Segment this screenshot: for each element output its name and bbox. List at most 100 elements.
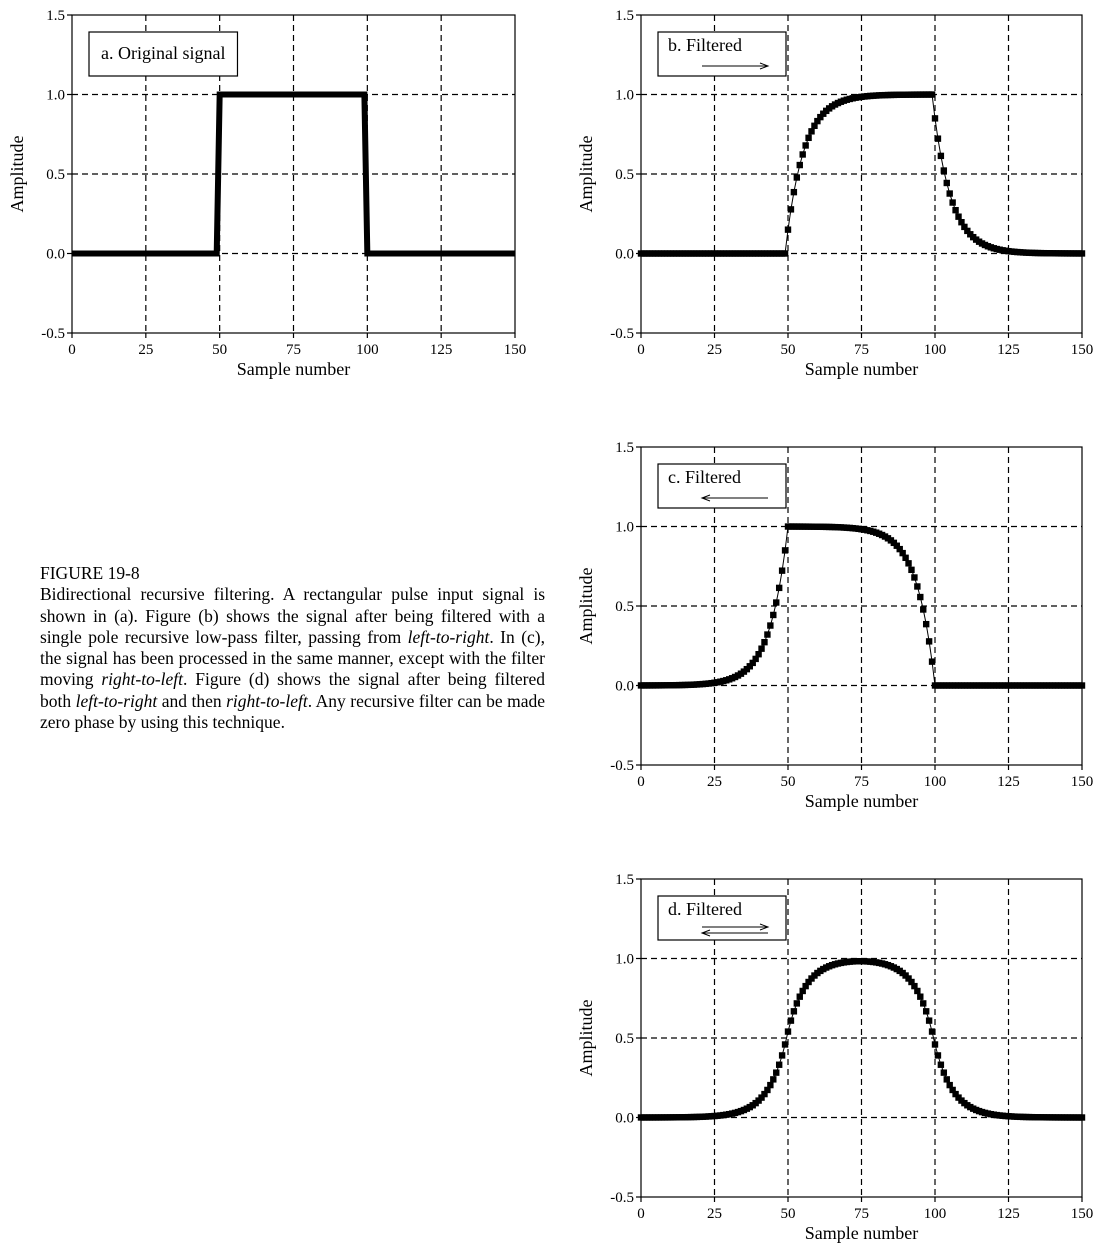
data-point	[905, 975, 912, 982]
data-point	[787, 1017, 795, 1024]
data-point	[790, 188, 798, 196]
data-point	[805, 134, 812, 142]
y-tick-label: -0.5	[41, 326, 65, 342]
arrow-right-icon	[759, 62, 770, 70]
data-point	[931, 115, 939, 122]
caption-run: and then	[157, 690, 227, 711]
data-point	[793, 174, 801, 181]
arrow-right-icon	[759, 923, 770, 931]
y-axis-label: Amplitude	[7, 135, 27, 212]
data-point	[925, 1017, 933, 1024]
legend-title: d. Filtered	[668, 899, 742, 919]
figure-caption: FIGURE 19-8 Bidirectional recursive filt…	[40, 563, 545, 733]
data-point	[781, 547, 789, 554]
data-point	[764, 631, 771, 638]
data-point	[790, 1008, 798, 1015]
data-point	[949, 199, 956, 206]
data-point	[911, 982, 918, 990]
figure-label: FIGURE 19-8	[40, 563, 140, 583]
x-tick-label: 75	[286, 342, 301, 358]
x-tick-label: 125	[997, 1206, 1020, 1222]
x-tick-label: 25	[138, 342, 153, 358]
x-axis-label: Sample number	[805, 791, 918, 811]
data-point	[799, 151, 806, 158]
x-tick-label: 25	[707, 342, 722, 358]
data-point	[952, 206, 959, 214]
legend-box: a. Original signal	[88, 31, 239, 77]
data-point	[964, 227, 971, 235]
data-point	[1078, 682, 1086, 689]
y-tick-label: 1.0	[615, 952, 634, 968]
x-tick-label: 0	[637, 774, 645, 790]
data-point	[761, 1090, 768, 1098]
x-tick-label: 50	[781, 774, 796, 790]
y-tick-label: 0.0	[615, 1111, 634, 1127]
data-point	[896, 545, 903, 553]
caption-run: . In (c), the signal has been processed …	[40, 626, 545, 690]
x-tick-label: 125	[997, 774, 1020, 790]
data-point	[773, 1069, 780, 1076]
y-tick-label: 1.0	[46, 88, 65, 104]
data-point	[902, 554, 909, 562]
x-tick-label: 150	[504, 342, 527, 358]
x-tick-label: 150	[1071, 774, 1094, 790]
data-point	[784, 1028, 792, 1035]
data-point	[770, 611, 777, 619]
x-tick-label: 100	[356, 342, 379, 358]
data-point	[778, 1052, 786, 1059]
data-point	[917, 993, 924, 1000]
y-tick-label: 1.5	[615, 8, 634, 24]
data-point	[893, 542, 900, 549]
data-point	[946, 1081, 953, 1089]
series-markers	[637, 958, 1086, 1121]
series-markers	[637, 91, 1086, 257]
caption-emphasis: right-to-left	[226, 690, 308, 711]
caption-emphasis: left-to-right	[75, 690, 158, 711]
data-point	[949, 1086, 956, 1094]
y-tick-label: 1.0	[615, 520, 634, 536]
x-tick-label: 150	[1071, 1206, 1094, 1222]
y-tick-label: 0.0	[615, 247, 634, 263]
y-axis-label: Amplitude	[576, 135, 596, 212]
data-point	[749, 659, 756, 667]
x-tick-label: 100	[924, 342, 947, 358]
chart-b: 0 25 50 75 100 125 150 -0.5 0.0 0.5 1.0 1.5 Sample n…	[576, 8, 1093, 379]
data-point	[781, 250, 789, 257]
data-point	[920, 606, 927, 613]
data-point	[775, 584, 783, 592]
data-point	[899, 549, 906, 557]
data-point	[925, 638, 933, 645]
data-point	[811, 122, 818, 130]
data-point	[928, 658, 936, 665]
y-tick-label: 1.0	[615, 88, 634, 104]
data-point	[922, 620, 930, 628]
y-axis-label: Amplitude	[576, 567, 596, 644]
series-markers	[637, 523, 1086, 689]
y-tick-label: 0.0	[46, 247, 65, 263]
data-point	[1078, 1114, 1086, 1121]
data-point	[778, 567, 786, 574]
series-line	[72, 91, 515, 257]
y-tick-label: 1.5	[615, 440, 634, 456]
data-point	[758, 645, 765, 652]
data-point	[1078, 250, 1086, 257]
x-tick-label: 50	[781, 342, 796, 358]
caption-run: . Figure (d) shows the signal after bein…	[40, 669, 545, 711]
data-point	[943, 1076, 950, 1083]
y-tick-label: 0.5	[615, 167, 634, 183]
data-point	[796, 161, 803, 169]
caption-text: Bidirectional recursive filtering. A rec…	[40, 584, 545, 732]
data-point	[784, 226, 792, 233]
data-point	[793, 1000, 801, 1007]
x-tick-label: 25	[707, 774, 722, 790]
data-point	[799, 987, 806, 995]
x-tick-label: 75	[854, 342, 869, 358]
x-tick-label: 100	[924, 1206, 947, 1222]
data-point	[928, 1028, 936, 1035]
x-tick-label: 100	[924, 774, 947, 790]
data-point	[955, 213, 962, 220]
data-point	[761, 638, 768, 646]
y-tick-label: -0.5	[610, 1190, 634, 1206]
arrow-left-icon	[700, 929, 711, 937]
